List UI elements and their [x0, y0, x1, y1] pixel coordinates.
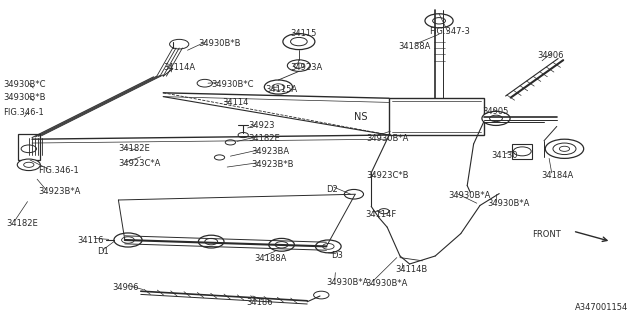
Text: 34930B*A: 34930B*A — [448, 191, 490, 200]
Text: 34930B*A: 34930B*A — [367, 134, 409, 143]
Text: 34114: 34114 — [223, 98, 249, 107]
Circle shape — [545, 139, 584, 158]
Circle shape — [425, 14, 453, 28]
Circle shape — [197, 79, 212, 87]
Text: 34186: 34186 — [246, 298, 273, 307]
Circle shape — [379, 209, 389, 214]
Text: 34130: 34130 — [492, 151, 518, 160]
Text: 34923A: 34923A — [290, 63, 322, 72]
Text: 34923B*B: 34923B*B — [252, 160, 294, 169]
Circle shape — [17, 159, 40, 171]
Text: FIG.347-3: FIG.347-3 — [429, 28, 470, 36]
Text: 34188A: 34188A — [254, 254, 287, 263]
Text: 34114A: 34114A — [163, 63, 195, 72]
Text: 34930B*A: 34930B*A — [365, 279, 407, 288]
Text: 34923C*B: 34923C*B — [367, 171, 409, 180]
Text: 34182E: 34182E — [6, 219, 38, 228]
Text: 34923: 34923 — [248, 121, 275, 130]
Text: 34115: 34115 — [290, 29, 316, 38]
Text: FIG.346-1: FIG.346-1 — [3, 108, 44, 117]
Text: 34923C*A: 34923C*A — [118, 159, 161, 168]
Text: D3: D3 — [331, 252, 343, 260]
Circle shape — [214, 155, 225, 160]
Text: FRONT: FRONT — [532, 230, 561, 239]
Text: 34923B*A: 34923B*A — [38, 188, 81, 196]
Text: 34930B*C: 34930B*C — [3, 80, 45, 89]
Text: 34930B*A: 34930B*A — [488, 199, 530, 208]
Text: FIG.346-1: FIG.346-1 — [38, 166, 79, 175]
Circle shape — [314, 291, 329, 299]
Text: 34188A: 34188A — [399, 42, 431, 51]
Circle shape — [482, 111, 510, 125]
Text: 34116: 34116 — [77, 236, 103, 245]
Text: D1: D1 — [97, 247, 109, 256]
Circle shape — [225, 140, 236, 145]
Text: 34182E: 34182E — [248, 134, 280, 143]
Text: 34114F: 34114F — [365, 210, 396, 219]
Text: 34930B*A: 34930B*A — [326, 278, 369, 287]
Bar — [18, 134, 40, 160]
Text: 34930B*B: 34930B*B — [198, 39, 241, 48]
Circle shape — [198, 235, 224, 248]
Text: 34114B: 34114B — [396, 265, 428, 274]
Circle shape — [21, 145, 36, 153]
Text: 34184A: 34184A — [541, 171, 573, 180]
Circle shape — [283, 34, 315, 50]
Text: 34930B*B: 34930B*B — [3, 93, 45, 102]
Text: D2: D2 — [326, 185, 338, 194]
Circle shape — [238, 132, 248, 138]
Text: NS: NS — [354, 112, 367, 123]
Text: A347001154: A347001154 — [575, 303, 628, 312]
Circle shape — [287, 60, 310, 71]
Text: 34906: 34906 — [538, 51, 564, 60]
Text: 34182E: 34182E — [118, 144, 150, 153]
Circle shape — [170, 39, 189, 49]
Circle shape — [114, 233, 142, 247]
Bar — [512, 144, 532, 159]
Text: 34115A: 34115A — [266, 85, 298, 94]
Circle shape — [269, 238, 294, 251]
Bar — [389, 98, 484, 135]
Text: 34923BA: 34923BA — [252, 147, 290, 156]
Circle shape — [264, 80, 292, 94]
Text: 34906: 34906 — [112, 284, 138, 292]
Circle shape — [344, 189, 364, 199]
Text: 34905: 34905 — [482, 108, 508, 116]
Circle shape — [316, 240, 341, 253]
Text: 34930B*C: 34930B*C — [211, 80, 253, 89]
